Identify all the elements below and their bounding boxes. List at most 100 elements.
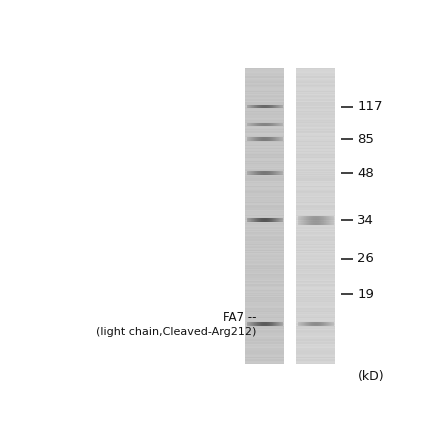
- Bar: [296, 212, 335, 213]
- Bar: [245, 178, 284, 179]
- Bar: [245, 222, 284, 223]
- Bar: [245, 179, 284, 180]
- Bar: [245, 225, 284, 226]
- Bar: [296, 88, 335, 89]
- Bar: [245, 228, 284, 229]
- Bar: [296, 361, 335, 362]
- Bar: [245, 205, 284, 206]
- Bar: [245, 195, 284, 196]
- Bar: [296, 247, 335, 248]
- Bar: [245, 339, 284, 340]
- Bar: [296, 306, 335, 307]
- Bar: [245, 299, 284, 301]
- Bar: [296, 204, 335, 205]
- Bar: [296, 206, 335, 207]
- Bar: [245, 117, 284, 119]
- Bar: [245, 236, 284, 238]
- Bar: [245, 76, 284, 77]
- Bar: [296, 174, 335, 175]
- Bar: [245, 77, 284, 78]
- Bar: [245, 89, 284, 90]
- Bar: [296, 358, 335, 359]
- Bar: [245, 282, 284, 283]
- Bar: [296, 357, 335, 358]
- Bar: [245, 143, 284, 144]
- Bar: [245, 129, 284, 130]
- Bar: [245, 262, 284, 263]
- Bar: [296, 310, 335, 311]
- Bar: [296, 328, 335, 329]
- Bar: [245, 255, 284, 256]
- Bar: [245, 278, 284, 279]
- Bar: [296, 272, 335, 273]
- Bar: [245, 354, 284, 355]
- Bar: [245, 353, 284, 354]
- Bar: [296, 240, 335, 242]
- Bar: [245, 81, 284, 82]
- Bar: [245, 264, 284, 265]
- Bar: [245, 357, 284, 358]
- Bar: [245, 250, 284, 251]
- Bar: [245, 176, 284, 178]
- Bar: [245, 96, 284, 97]
- Bar: [296, 274, 335, 275]
- Bar: [296, 193, 335, 194]
- Bar: [296, 76, 335, 77]
- Bar: [296, 130, 335, 131]
- Bar: [245, 121, 284, 122]
- Bar: [245, 95, 284, 96]
- Bar: [245, 214, 284, 215]
- Bar: [245, 216, 284, 217]
- Bar: [296, 121, 335, 122]
- Bar: [245, 277, 284, 278]
- Bar: [296, 163, 335, 164]
- Bar: [296, 145, 335, 146]
- Bar: [296, 219, 335, 220]
- Bar: [296, 335, 335, 336]
- Bar: [296, 69, 335, 70]
- Bar: [245, 301, 284, 302]
- Bar: [296, 168, 335, 170]
- Bar: [296, 333, 335, 334]
- Bar: [245, 217, 284, 218]
- Bar: [296, 82, 335, 83]
- Bar: [296, 332, 335, 333]
- Bar: [296, 277, 335, 278]
- Bar: [296, 224, 335, 225]
- Bar: [296, 288, 335, 289]
- Bar: [245, 142, 284, 143]
- Bar: [245, 213, 284, 214]
- Bar: [296, 363, 335, 364]
- Bar: [296, 217, 335, 218]
- Bar: [296, 255, 335, 256]
- Bar: [245, 259, 284, 260]
- Bar: [245, 207, 284, 208]
- Bar: [296, 72, 335, 73]
- Bar: [245, 102, 284, 103]
- Bar: [245, 187, 284, 188]
- Bar: [296, 265, 335, 266]
- Bar: [245, 116, 284, 117]
- Bar: [245, 261, 284, 262]
- Bar: [296, 337, 335, 338]
- Text: 19: 19: [357, 288, 374, 301]
- Bar: [296, 134, 335, 135]
- Bar: [245, 223, 284, 224]
- Bar: [245, 212, 284, 213]
- Bar: [296, 153, 335, 154]
- Bar: [296, 139, 335, 140]
- Bar: [245, 348, 284, 349]
- Bar: [245, 94, 284, 95]
- Bar: [245, 234, 284, 235]
- Bar: [296, 137, 335, 138]
- Bar: [245, 131, 284, 132]
- Bar: [296, 236, 335, 238]
- Bar: [245, 201, 284, 202]
- Bar: [296, 291, 335, 292]
- Bar: [296, 171, 335, 172]
- Bar: [245, 272, 284, 273]
- Bar: [296, 213, 335, 214]
- Bar: [245, 319, 284, 320]
- Text: 117: 117: [357, 100, 383, 113]
- Text: (light chain,Cleaved-Arg212): (light chain,Cleaved-Arg212): [96, 327, 256, 337]
